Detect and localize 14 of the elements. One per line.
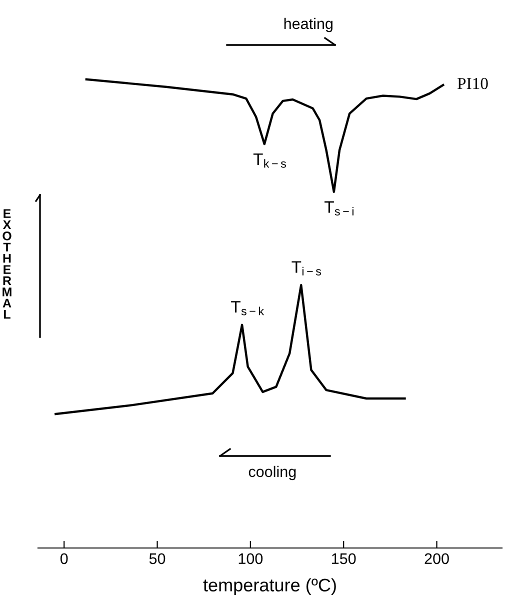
annotation: cooling: [248, 466, 296, 480]
text: heating: [284, 18, 332, 32]
series-label: PI10: [457, 78, 488, 90]
x-tick-label: 200: [424, 553, 449, 564]
annotation: T$_{k−s}$: [253, 154, 286, 168]
x-tick-label: 150: [332, 553, 356, 564]
x-tick-label: 100: [238, 553, 263, 564]
x-tick-label: 0: [60, 553, 68, 564]
x-axis-title: temperature (ºC): [203, 578, 336, 596]
x-tick-label: 50: [149, 553, 166, 564]
annotation: T$_{i−s}$: [292, 261, 322, 276]
annotation: T$_{s−k}$: [231, 301, 264, 316]
annotation: T$_{s−i}$: [324, 201, 354, 216]
text: EXOTHERMAL: [2, 209, 12, 319]
